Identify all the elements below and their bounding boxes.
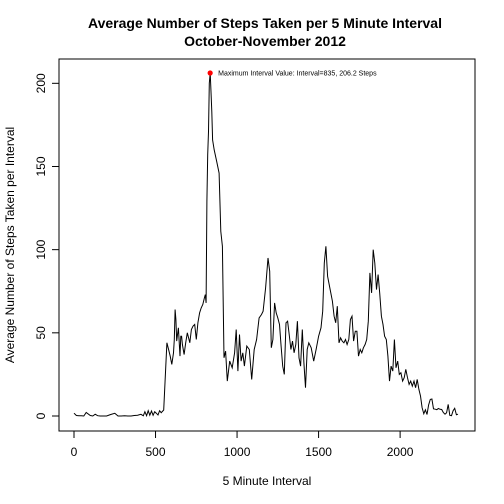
- chart-title: Average Number of Steps Taken per 5 Minu…: [88, 15, 442, 31]
- chart-subtitle: October-November 2012: [184, 33, 346, 49]
- y-axis-label: Average Number of Steps Taken per Interv…: [3, 127, 17, 363]
- x-tick-label: 1000: [224, 445, 251, 459]
- max-point-marker: [207, 70, 213, 76]
- y-tick-label: 200: [34, 73, 48, 93]
- y-tick-label: 150: [34, 156, 48, 176]
- x-tick-label: 500: [146, 445, 166, 459]
- x-tick-label: 2000: [387, 445, 414, 459]
- series-line: [73, 72, 459, 418]
- max-annotation: Maximum Interval Value: Interval=835, 20…: [218, 71, 377, 78]
- y-axis: 0 50 100 150 200: [34, 73, 60, 419]
- x-tick-label: 0: [71, 445, 78, 459]
- plot-box: [58, 58, 476, 432]
- x-tick-label: 1500: [305, 445, 332, 459]
- x-axis: 0 500 1000 1500 2000: [71, 430, 414, 459]
- y-tick-label: 100: [34, 239, 48, 259]
- x-axis-label: 5 Minute Interval: [223, 474, 312, 488]
- y-tick-label: 0: [34, 412, 48, 419]
- y-tick-label: 50: [34, 326, 48, 340]
